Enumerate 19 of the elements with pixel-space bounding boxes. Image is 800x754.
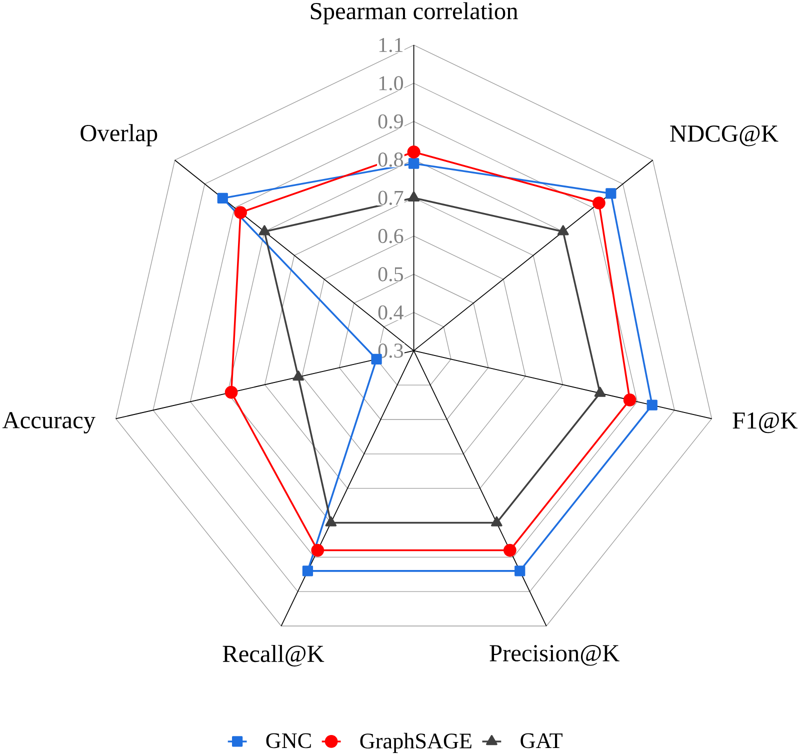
y-tick-label: 0.7 bbox=[378, 190, 404, 205]
y-tick-label: 1.1 bbox=[379, 38, 403, 52]
y-tick-label: 0.5 bbox=[378, 266, 404, 282]
legend-label: GAT bbox=[520, 733, 562, 748]
spoke-label: Precision@K bbox=[490, 644, 620, 666]
y-tick-label: 0.9 bbox=[378, 114, 403, 128]
y-tick-label: 0.3 bbox=[378, 343, 404, 358]
spoke-label: Accuracy bbox=[2, 412, 96, 434]
legend-label: GraphSAGE bbox=[360, 732, 472, 753]
spoke-label: Recall@K bbox=[222, 644, 324, 666]
y-tick-label: 0.8 bbox=[378, 152, 404, 167]
spoke-label: NDCG@K bbox=[670, 125, 778, 146]
y-tick-label: 1.0 bbox=[379, 76, 404, 90]
spoke-label: Overlap bbox=[80, 124, 158, 146]
spoke-label: Spearman correlation bbox=[310, 2, 518, 24]
y-tick-label: 0.6 bbox=[378, 228, 404, 244]
y-tick-label: 0.4 bbox=[378, 305, 404, 320]
spoke-label: F1@K bbox=[732, 412, 798, 433]
legend-label: GNC bbox=[266, 733, 311, 748]
